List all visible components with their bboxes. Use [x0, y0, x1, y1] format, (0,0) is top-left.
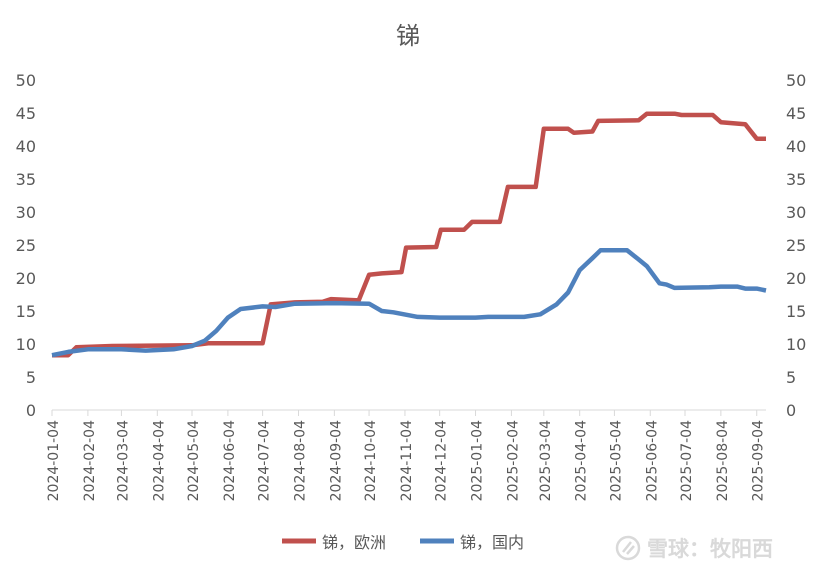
watermark: 雪球：牧阳西: [615, 535, 773, 561]
legend-label-europe: 锑，欧洲: [322, 533, 386, 552]
x-tick-label: 2025-07-04: [679, 420, 695, 501]
watermark-text: 雪球：牧阳西: [647, 537, 773, 561]
y-axis-left: 0 5 10 15 20 25 30 35 40 45 50: [16, 71, 36, 420]
y-tick-label-left: 5: [26, 368, 36, 387]
x-tick-label: 2025-02-04: [505, 420, 521, 501]
x-axis: 2024-01-04 2024-02-04 2024-03-04 2024-04-04…: [46, 409, 767, 501]
x-tick-label: 2024-06-04: [222, 420, 238, 501]
x-tick-label: 2025-05-04: [608, 420, 624, 501]
y-tick-label-right: 0: [786, 401, 796, 420]
y-tick-label-right: 30: [786, 203, 806, 222]
series-line-domestic: [51, 248, 767, 358]
y-axis-right: 0 5 10 15 20 25 30 35 40 45 50: [786, 71, 806, 420]
y-tick-label-left: 15: [16, 302, 36, 321]
y-tick-label-right: 35: [786, 170, 806, 189]
y-tick-label-left: 35: [16, 170, 36, 189]
x-tick-label: 2024-11-04: [399, 420, 415, 501]
legend: 锑，欧洲 锑，国内: [282, 533, 524, 552]
y-tick-label-left: 25: [16, 236, 36, 255]
x-tick-label: 2024-02-04: [82, 420, 98, 501]
y-tick-label-right: 45: [786, 104, 806, 123]
y-tick-label-left: 10: [16, 335, 36, 354]
y-tick-label-left: 40: [16, 137, 36, 156]
snowball-logo-icon: [615, 535, 641, 561]
x-tick-label: 2024-12-04: [434, 420, 450, 501]
y-tick-label-right: 15: [786, 302, 806, 321]
series-group: [51, 111, 767, 358]
y-tick-label-right: 10: [786, 335, 806, 354]
y-tick-label-left: 50: [16, 71, 36, 90]
x-tick-label: 2024-07-04: [257, 420, 273, 501]
y-tick-label-right: 25: [786, 236, 806, 255]
x-tick-label: 2024-08-04: [292, 420, 308, 501]
x-tick-label: 2025-09-04: [751, 420, 767, 501]
y-tick-label-right: 20: [786, 269, 806, 288]
x-tick-label: 2025-01-04: [470, 420, 486, 501]
x-tick-label: 2025-03-04: [538, 420, 554, 501]
x-tick-label: 2024-10-04: [363, 420, 379, 501]
x-tick-label: 2025-04-04: [574, 420, 590, 501]
x-tick-label: 2025-06-04: [644, 420, 660, 501]
y-tick-label-right: 50: [786, 71, 806, 90]
y-tick-label-left: 20: [16, 269, 36, 288]
chart-title: 锑: [396, 22, 420, 50]
x-tick-label: 2024-05-04: [186, 420, 202, 501]
x-tick-label: 2024-04-04: [151, 420, 167, 501]
y-tick-label-left: 30: [16, 203, 36, 222]
x-tick-label: 2024-01-04: [46, 420, 62, 501]
y-tick-label-right: 40: [786, 137, 806, 156]
x-tick-label: 2025-08-04: [715, 420, 731, 501]
y-tick-label-left: 45: [16, 104, 36, 123]
x-tick-label: 2024-09-04: [328, 420, 344, 501]
series-line-europe: [52, 111, 766, 358]
legend-label-domestic: 锑，国内: [460, 533, 524, 552]
y-tick-label-left: 0: [26, 401, 36, 420]
y-tick-label-right: 5: [786, 368, 796, 387]
x-tick-label: 2024-03-04: [115, 420, 131, 501]
